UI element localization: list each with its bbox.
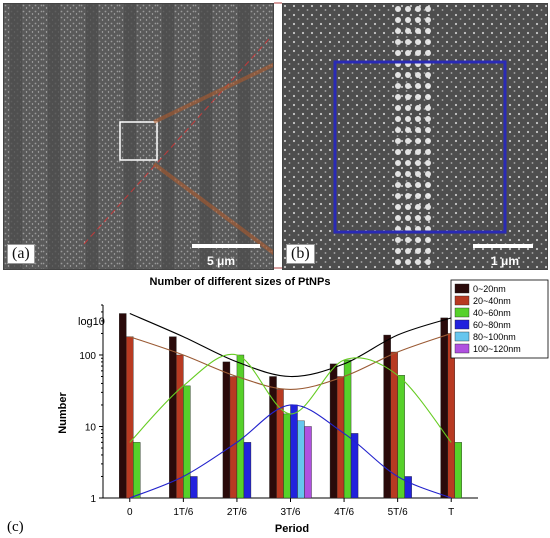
- trend-line: [129, 332, 452, 390]
- y-tick-label: 100: [79, 351, 96, 362]
- chart-title: Number of different sizes of PtNPs: [150, 276, 331, 288]
- bar: [119, 313, 127, 499]
- bar: [236, 354, 245, 499]
- legend-label: 60~80nm: [473, 320, 511, 330]
- bar: [383, 334, 391, 499]
- bar: [329, 363, 338, 499]
- y-scale-note: log10: [78, 316, 105, 328]
- bar: [243, 442, 252, 499]
- trend-line: [129, 404, 452, 499]
- x-tick-label: 0: [127, 507, 133, 518]
- bar-chart: Number of different sizes of PtNPs log10…: [7, 276, 549, 535]
- trend-line: [129, 313, 452, 378]
- scale-label-a: 5 μm: [207, 254, 236, 268]
- bar: [133, 442, 141, 499]
- legend-swatch: [454, 307, 470, 318]
- x-tick-label: 4T/6: [334, 507, 354, 518]
- legend-swatch: [454, 343, 470, 354]
- y-axis-label: Number: [57, 392, 69, 434]
- legend-swatch: [454, 319, 470, 330]
- x-tick-label: 1T/6: [173, 507, 193, 518]
- legend-label: 20~40nm: [473, 296, 511, 306]
- bar: [283, 413, 291, 499]
- legend-swatch: [454, 331, 470, 342]
- legend-swatch: [454, 283, 470, 294]
- bar: [343, 359, 352, 499]
- bar: [397, 375, 405, 499]
- sem-image-b-graphic: [283, 4, 547, 269]
- legend-swatch: [454, 295, 470, 306]
- bar: [126, 336, 134, 499]
- scale-bar-b: [473, 244, 533, 248]
- sem-image-a-graphic: [4, 4, 273, 269]
- bar: [183, 385, 191, 499]
- bar: [336, 376, 345, 499]
- legend-label: 100~120nm: [473, 344, 521, 354]
- trend-line: [129, 353, 452, 443]
- panel-label-c: (c): [7, 519, 24, 535]
- bar: [404, 476, 412, 499]
- bar: [440, 317, 448, 499]
- sem-image-b: (b) 1 μm: [282, 3, 548, 270]
- bar: [229, 376, 238, 499]
- sem-image-a: (a) 5 μm: [3, 3, 274, 270]
- x-axis-label: Period: [275, 523, 309, 535]
- bar: [304, 426, 312, 499]
- bar: [297, 420, 305, 499]
- bar: [169, 336, 177, 499]
- bar: [454, 442, 462, 499]
- panel-label-a: (a): [7, 244, 35, 264]
- x-tick-label: 3T/6: [280, 507, 300, 518]
- bar: [269, 376, 277, 499]
- chart-axes: 1 10 100 0 1T/6 2T/6 3T/6 4T/6 5T/6 T: [79, 304, 478, 518]
- chart-bars: [119, 313, 462, 499]
- x-tick-label: 5T/6: [388, 507, 408, 518]
- legend-label: 80~100nm: [473, 332, 516, 342]
- y-tick-label: 10: [85, 422, 97, 433]
- bar: [350, 433, 359, 499]
- legend-label: 0~20nm: [473, 284, 506, 294]
- scale-bar-a: [192, 244, 260, 248]
- chart-trend-lines: [129, 313, 452, 499]
- legend-label: 40~60nm: [473, 308, 511, 318]
- bar: [190, 476, 198, 499]
- bar: [290, 404, 298, 499]
- x-tick-label: T: [448, 507, 454, 518]
- x-tick-label: 2T/6: [227, 507, 247, 518]
- y-tick-label: 1: [90, 494, 96, 505]
- scale-label-b: 1 μm: [491, 254, 520, 268]
- chart-legend: 0~20nm 20~40nm 40~60nm 60~80nm 80~100nm 100~1…: [450, 279, 549, 359]
- bar: [222, 361, 231, 499]
- panel-label-b: (b): [286, 244, 315, 264]
